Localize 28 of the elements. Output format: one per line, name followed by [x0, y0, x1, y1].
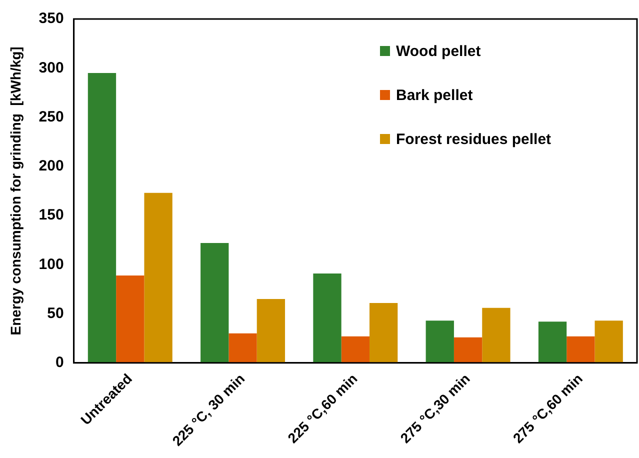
y-axis-title: Energy consumption for grinding [kWh/kg] [7, 46, 24, 336]
legend-label: Bark pellet [396, 86, 473, 104]
x-tick-label: 225 °C, 30 min [169, 370, 248, 449]
bar [482, 308, 510, 363]
bar [144, 192, 172, 363]
bar [369, 302, 398, 363]
y-tick-label: 350 [38, 10, 64, 28]
bar [538, 322, 567, 363]
bar [228, 333, 257, 363]
bar [88, 73, 116, 363]
y-tick-label: 50 [47, 304, 64, 322]
bar [200, 243, 229, 363]
bar [256, 299, 286, 363]
y-tick-label: 250 [38, 108, 64, 126]
y-tick-label: 0 [55, 354, 64, 372]
y-tick-label: 100 [38, 256, 64, 273]
bar [454, 337, 482, 363]
y-tick-label: 300 [38, 59, 64, 76]
legend-label: Wood pellet [396, 42, 481, 60]
bar [594, 320, 623, 363]
bar [313, 273, 342, 363]
bar [426, 320, 454, 363]
bar [341, 336, 370, 363]
bar [566, 336, 595, 363]
legend-label: Forest residues pellet [396, 130, 552, 148]
y-tick-label: 150 [38, 206, 64, 224]
y-tick-label: 200 [38, 158, 64, 175]
bar [116, 275, 144, 363]
